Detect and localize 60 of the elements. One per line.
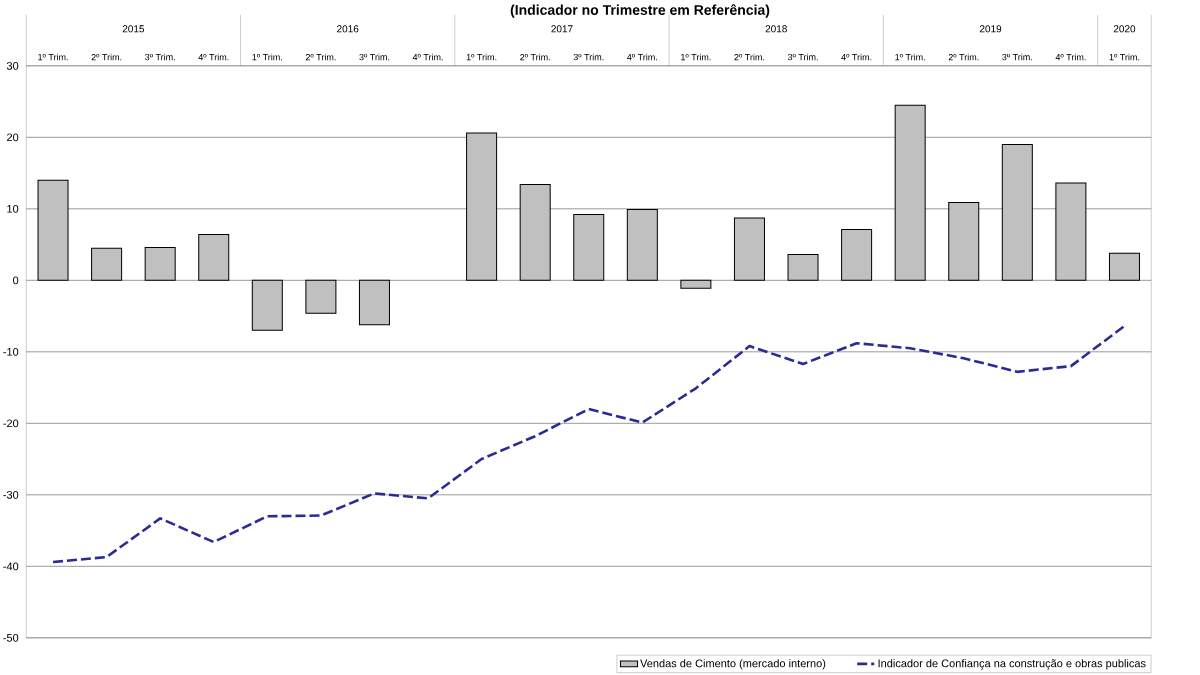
x-tick-label: 1º Trim. <box>38 53 68 61</box>
x-tick-label: 4º Trim. <box>198 53 229 61</box>
y-tick-label: -40 <box>3 562 19 571</box>
legend-label: Indicador de Confiança na construção e obras publicas <box>878 659 1146 670</box>
x-tick-label: 2º Trim. <box>948 53 979 61</box>
x-tick-label: 2º Trim. <box>734 53 765 61</box>
bar <box>894 104 926 281</box>
x-tick-label: 3º Trim. <box>787 53 818 61</box>
y-tick-label: 10 <box>7 204 19 213</box>
bar <box>573 214 605 281</box>
chart-title: (Indicador no Trimestre em Referência) <box>510 4 770 18</box>
bar <box>841 229 873 281</box>
text: 2019 <box>979 25 1002 33</box>
bar <box>198 234 230 281</box>
y-tick-label: 0 <box>13 276 19 285</box>
x-tick-label: 1º Trim. <box>895 53 925 61</box>
bar <box>91 247 123 281</box>
text: 2016 <box>337 25 359 33</box>
bar <box>144 246 176 281</box>
y-tick-label: -10 <box>3 347 19 356</box>
x-tick-label: 1º Trim. <box>466 53 497 61</box>
x-tick-label: 3º Trim. <box>145 53 175 61</box>
x-tick-label: 1º Trim. <box>252 53 282 61</box>
bar <box>787 254 819 281</box>
bar <box>305 279 337 314</box>
bar <box>948 201 980 281</box>
x-tick-label: 4º Trim. <box>412 53 443 61</box>
x-tick-label: 2º Trim. <box>520 53 550 61</box>
bar <box>519 184 551 281</box>
y-tick-label: -50 <box>3 633 19 642</box>
x-tick-label: 3º Trim. <box>359 53 390 61</box>
text: 2017 <box>551 25 573 33</box>
text: 2020 <box>1113 25 1136 33</box>
bar <box>466 132 498 281</box>
x-tick-label: 2º Trim. <box>305 53 336 61</box>
bar <box>358 279 390 326</box>
bar <box>733 217 765 281</box>
bar <box>1055 182 1087 281</box>
bar <box>1108 252 1140 281</box>
x-tick-label: 4º Trim. <box>627 53 657 61</box>
line-series <box>51 324 1126 564</box>
x-tick-label: 4º Trim. <box>1055 53 1086 61</box>
y-tick-label: 20 <box>7 133 19 142</box>
text: 2015 <box>122 25 145 33</box>
y-tick-label: -30 <box>3 490 19 499</box>
bar <box>1001 143 1033 281</box>
x-tick-label: 4º Trim. <box>841 53 872 61</box>
bar <box>680 279 712 289</box>
x-tick-label: 1º Trim. <box>681 53 711 61</box>
x-tick-label: 3º Trim. <box>1002 53 1032 61</box>
bar <box>251 279 283 331</box>
x-tick-label: 1º Trim. <box>1109 53 1140 61</box>
legend-label: Vendas de Cimento (mercado interno) <box>640 659 826 670</box>
x-tick-label: 3º Trim. <box>573 53 604 61</box>
y-tick-label: 30 <box>6 61 19 70</box>
text: 2018 <box>765 25 787 33</box>
x-tick-label: 2º Trim. <box>91 53 122 61</box>
y-tick-label: -20 <box>3 419 19 428</box>
bar <box>37 179 69 281</box>
bar <box>626 209 658 281</box>
